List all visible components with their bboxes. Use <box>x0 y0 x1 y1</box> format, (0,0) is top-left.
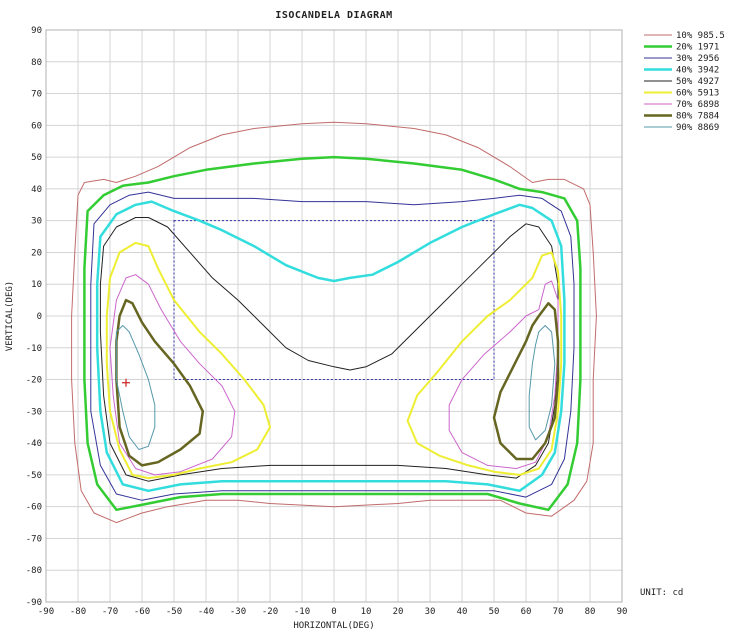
y-tick-label: 20 <box>31 248 42 258</box>
contour-line <box>71 121 597 524</box>
y-tick-label: 80 <box>31 58 42 68</box>
x-tick-label: 20 <box>393 607 404 617</box>
y-tick-label: 40 <box>31 185 42 195</box>
dashed-box <box>173 220 495 381</box>
legend-label: 20% 1971 <box>676 43 719 53</box>
plot-frame <box>45 29 623 603</box>
y-tick-label: 10 <box>31 280 42 290</box>
legend-label: 70% 6898 <box>676 100 719 110</box>
x-tick-label: -90 <box>38 607 54 617</box>
chart-title: ISOCANDELA DIAGRAM <box>275 10 392 21</box>
legend-label: 90% 8869 <box>676 123 719 133</box>
x-tick-label: 70 <box>553 607 564 617</box>
y-axis-label: VERTICAL(DEG) <box>5 281 15 351</box>
dashed-region-box <box>173 220 495 381</box>
x-tick-label: -60 <box>134 607 150 617</box>
legend-label: 60% 5913 <box>676 89 719 99</box>
contour-line <box>115 325 156 450</box>
x-tick-label: -70 <box>102 607 118 617</box>
x-tick-label: 0 <box>331 607 336 617</box>
y-tick-label: 0 <box>37 312 42 322</box>
max-marker <box>122 378 130 387</box>
y-tick-label: -90 <box>26 598 42 608</box>
y-tick-label: -70 <box>26 534 42 544</box>
x-tick-label: 50 <box>489 607 500 617</box>
x-tick-label: -30 <box>230 607 246 617</box>
contour-line <box>95 200 566 493</box>
contour-line <box>105 241 271 480</box>
y-tick-label: 30 <box>31 217 42 227</box>
x-tick-label: -40 <box>198 607 214 617</box>
legend-label: 30% 2956 <box>676 54 719 64</box>
x-axis-label: HORIZONTAL(DEG) <box>293 621 374 631</box>
legend-label: 40% 3942 <box>676 66 719 76</box>
y-tick-label: -30 <box>26 407 42 417</box>
x-tick-label: 90 <box>617 607 628 617</box>
contour-line <box>528 325 556 441</box>
y-tick-label: 50 <box>31 153 42 163</box>
grid <box>45 29 623 603</box>
y-tick-label: 60 <box>31 121 42 131</box>
contour-series <box>71 121 597 524</box>
x-tick-label: -80 <box>70 607 86 617</box>
contour-line <box>406 251 563 476</box>
y-tick-label: -50 <box>26 471 42 481</box>
legend-label: 80% 7884 <box>676 112 719 122</box>
x-tick-label: 30 <box>425 607 436 617</box>
contour-line <box>492 302 560 461</box>
x-tick-label: 40 <box>457 607 468 617</box>
legend-label: 10% 985.5 <box>676 31 725 41</box>
y-tick-label: -40 <box>26 439 42 449</box>
y-tick-label: -60 <box>26 503 42 513</box>
x-tick-label: -50 <box>166 607 182 617</box>
y-tick-label: -80 <box>26 566 42 576</box>
x-tick-label: 60 <box>521 607 532 617</box>
contour-line <box>448 280 559 469</box>
x-tick-labels: -90 -80 -70 -60 -50 -40 -30 -20 -10 0 10 20 30 40 50 60… <box>38 607 628 617</box>
x-tick-label: -20 <box>262 607 278 617</box>
contour-line <box>99 217 559 482</box>
contour-line <box>83 155 582 512</box>
unit-label: UNIT: cd <box>640 588 683 598</box>
x-tick-label: -10 <box>294 607 310 617</box>
y-tick-label: 90 <box>31 26 42 36</box>
contour-line <box>90 191 575 501</box>
x-tick-label: 80 <box>585 607 596 617</box>
legend-label: 50% 4927 <box>676 77 719 87</box>
y-tick-label: -10 <box>26 344 42 354</box>
contour-line <box>109 274 236 476</box>
y-tick-labels: 90 80 70 60 50 40 30 20 10 0 -10 -20 -30 -40 -50 -60 -70… <box>26 26 42 608</box>
x-tick-label: 10 <box>361 607 372 617</box>
y-tick-label: -20 <box>26 376 42 386</box>
y-tick-label: 70 <box>31 90 42 100</box>
contour-line <box>115 298 205 467</box>
